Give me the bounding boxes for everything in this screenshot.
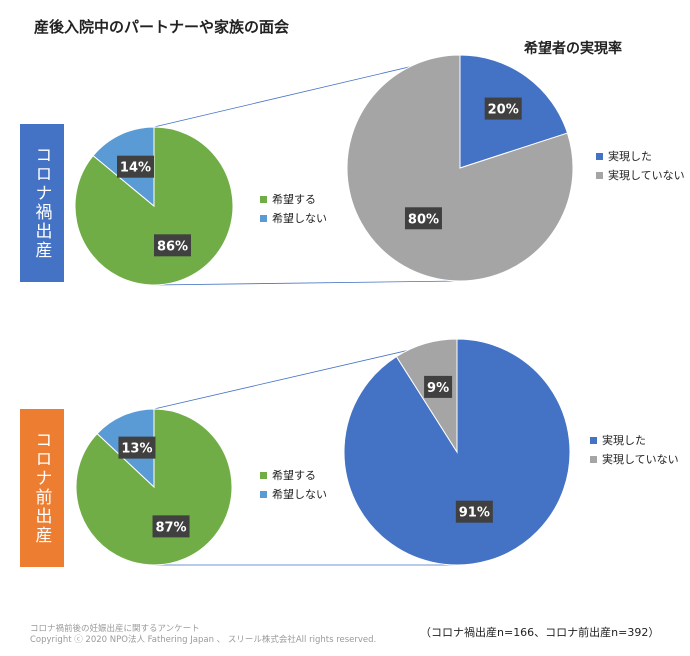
footer-sample-size: （コロナ禍出産n=166、コロナ前出産n=392） [420, 626, 660, 639]
legend-swatch-gray [596, 172, 603, 179]
footer-source-text: コロナ禍前後の妊娠出産に関するアンケート [30, 624, 200, 634]
legend-label: 実現した [602, 434, 646, 447]
data-label: 87% [155, 520, 186, 535]
legend-swatch-lightblue [260, 215, 267, 222]
data-label: 86% [157, 239, 188, 254]
chart-subtitle: 希望者の実現率 [524, 41, 622, 57]
legend-real-1: 実現した 実現していない [596, 147, 685, 185]
legend-wish-1: 希望する 希望しない [260, 190, 327, 228]
data-label-box [152, 515, 190, 538]
badge-pre-covid-birth: コロナ前出産 [20, 409, 64, 567]
data-label: 13% [121, 442, 152, 457]
pie-slice-not-realized [346, 54, 574, 282]
badge-covid-birth: コロナ禍出産 [20, 124, 64, 282]
data-label-box [118, 436, 156, 459]
data-label-box [484, 97, 522, 120]
data-label-box [154, 234, 192, 257]
legend-label: 希望する [272, 193, 316, 206]
legend-swatch-blue [596, 153, 603, 160]
legend-swatch-blue [590, 437, 597, 444]
data-label: 14% [120, 161, 151, 176]
footer-copyright: Copyright ⓒ 2020 NPO法人 Fathering Japan 、… [30, 635, 377, 645]
footer-source: コロナ禍前後の妊娠出産に関するアンケート Copyright ⓒ 2020 NP… [30, 624, 376, 646]
legend-swatch-lightblue [260, 491, 267, 498]
data-label-box [424, 375, 453, 398]
legend-swatch-green [260, 196, 267, 203]
legend-label: 実現した [608, 150, 652, 163]
data-label: 9% [427, 381, 449, 396]
data-label: 80% [408, 212, 439, 227]
legend-label: 希望しない [272, 212, 327, 225]
data-label: 20% [488, 103, 519, 118]
legend-label: 希望する [272, 469, 316, 482]
legend-swatch-gray [590, 456, 597, 463]
legend-label: 実現していない [608, 169, 685, 182]
legend-label: 希望しない [272, 488, 327, 501]
data-label: 91% [459, 506, 490, 521]
data-label-box [404, 207, 442, 230]
legend-label: 実現していない [602, 453, 679, 466]
chart-title: 産後入院中のパートナーや家族の面会 [34, 18, 290, 36]
data-label-box [116, 155, 154, 178]
pie-slice-wish [75, 408, 233, 566]
legend-real-2: 実現した 実現していない [590, 431, 679, 469]
legend-wish-2: 希望する 希望しない [260, 466, 327, 504]
data-label-box [455, 500, 493, 523]
connector-line [153, 280, 461, 286]
legend-swatch-green [260, 472, 267, 479]
